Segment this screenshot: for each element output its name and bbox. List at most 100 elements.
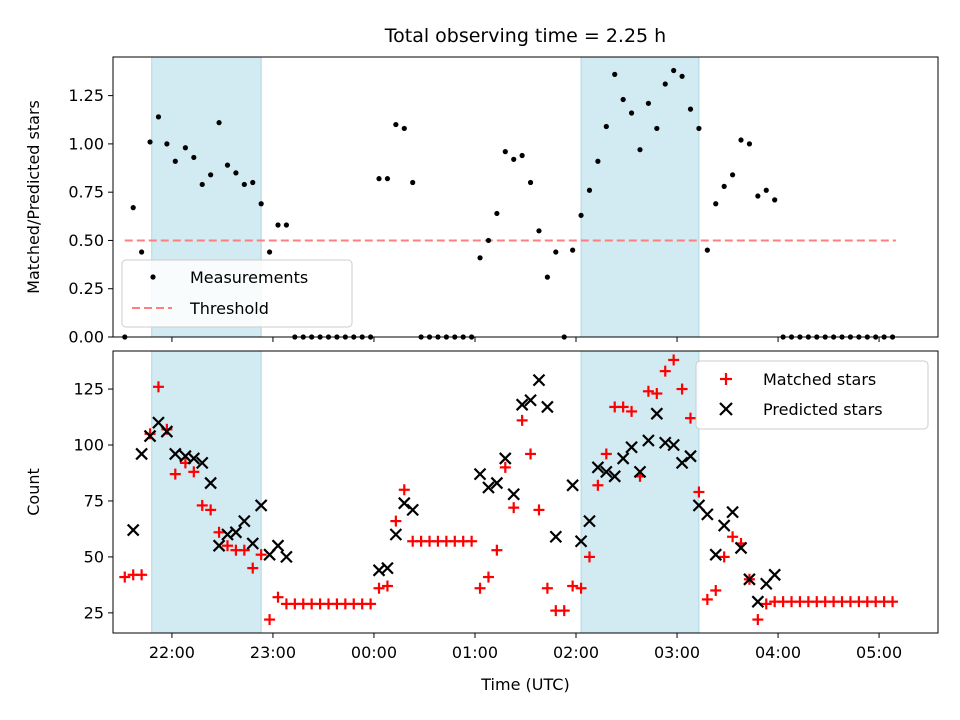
measurement-point (199, 181, 205, 188)
legend-measurements-label: Measurements (190, 268, 308, 287)
bottom-legend-box (695, 360, 929, 430)
measurement-point (250, 179, 256, 186)
predicted-star-point (507, 487, 520, 501)
matched-star-point (642, 385, 654, 397)
legend-threshold-label: Threshold (189, 299, 269, 318)
matched-star-point (718, 551, 730, 563)
predicted-star-point (625, 440, 638, 454)
predicted-star-point (667, 438, 680, 452)
predicted-star-point (473, 467, 487, 481)
predicted-star-point (650, 407, 664, 420)
measurement-point (519, 152, 525, 159)
matched-star-point (474, 582, 486, 594)
matched-star-point (272, 591, 284, 603)
predicted-star-point (743, 573, 756, 586)
predicted-star-point (126, 523, 140, 537)
predicted-star-point (726, 505, 739, 519)
predicted-star-point (717, 519, 731, 532)
measurement-point (502, 149, 508, 155)
measurement-point (654, 125, 660, 132)
measurement-point (266, 249, 273, 255)
measurement-point (485, 237, 492, 244)
measurement-point (544, 274, 550, 280)
predicted-star-point (734, 541, 748, 555)
predicted-star-point (768, 568, 781, 582)
predicted-star-point (238, 514, 251, 528)
predicted-star-point (616, 452, 630, 465)
matched-star-point (152, 381, 164, 393)
measurement-point (494, 210, 500, 217)
y-tick-label: 0.25 (68, 279, 104, 298)
predicted-star-point (254, 499, 268, 512)
matched-star-point (558, 605, 570, 617)
matched-star-point (205, 504, 217, 516)
predicted-star-points (126, 373, 781, 608)
matched-star-point (701, 593, 713, 605)
predicted-star-point (675, 456, 689, 470)
x-tick-label: 23:00 (250, 643, 296, 662)
matched-star-point (390, 515, 402, 527)
legend-matched-marker (720, 373, 732, 385)
matched-star-point (693, 486, 705, 498)
matched-star-point (119, 571, 131, 583)
y-tick-label: 0.75 (68, 183, 104, 202)
measurement-point (477, 255, 483, 261)
y-tick-label: 1.25 (68, 86, 104, 105)
measurement-point (216, 120, 222, 126)
matched-star-point (887, 596, 899, 608)
predicted-star-point (499, 452, 512, 465)
matched-star-point (575, 582, 587, 594)
matched-star-point (213, 526, 225, 538)
y-tick-label: 25 (84, 603, 104, 622)
measurement-point (746, 141, 753, 147)
measurement-point (755, 193, 761, 199)
predicted-star-point (642, 434, 655, 447)
y-tick-label: 100 (73, 436, 104, 455)
bottom-x-axis-label: Time (UTC) (480, 675, 569, 694)
top-panel: 0.00 0.25 0.50 0.75 1.00 1.25 Total observing… (24, 25, 939, 347)
measurement-point (275, 222, 281, 228)
bottom-plot-frame (112, 350, 939, 634)
matched-star-point (685, 412, 696, 424)
measurement-point (696, 125, 702, 132)
measurement-point (258, 201, 264, 207)
matched-star-point (600, 448, 612, 460)
bottom-y-axis-ticks: 25 50 75 100 125 (73, 380, 113, 622)
measurement-point (553, 249, 559, 255)
predicted-star-point (406, 503, 419, 517)
measurement-point (721, 183, 727, 189)
predicted-star-point (389, 528, 403, 541)
predicted-star-point (195, 456, 209, 470)
shaded-interval-1 (151, 350, 262, 634)
measurement-point (713, 201, 719, 207)
predicted-star-point (490, 476, 504, 490)
matched-star-points (119, 354, 899, 626)
matched-star-point (169, 468, 181, 480)
x-tick-label: 01:00 (452, 643, 498, 662)
matched-star-point (668, 354, 680, 366)
measurement-point (384, 176, 391, 182)
matched-star-point (676, 383, 688, 395)
predicted-star-point (135, 447, 148, 461)
measurement-point (241, 181, 247, 188)
matched-star-point (583, 551, 595, 563)
matched-star-point (508, 502, 520, 514)
matched-star-point (541, 582, 553, 594)
predicted-star-point (246, 537, 260, 550)
matched-star-point (373, 582, 385, 594)
predicted-star-point (608, 470, 622, 483)
top-x-axis-ticks (171, 337, 880, 342)
predicted-star-point (541, 400, 554, 414)
bottom-y-axis-label: Count (24, 468, 43, 516)
measurement-point (536, 228, 542, 234)
predicted-star-point (187, 452, 201, 465)
matched-star-point (381, 580, 393, 592)
measurement-point (662, 81, 668, 87)
measurement-point (772, 197, 778, 203)
measurement-point (233, 170, 239, 176)
predicted-star-point (212, 539, 226, 552)
matched-star-point (491, 544, 503, 556)
measurement-point (612, 71, 618, 77)
legend-predicted-marker (719, 402, 733, 416)
matched-star-point (499, 461, 511, 473)
